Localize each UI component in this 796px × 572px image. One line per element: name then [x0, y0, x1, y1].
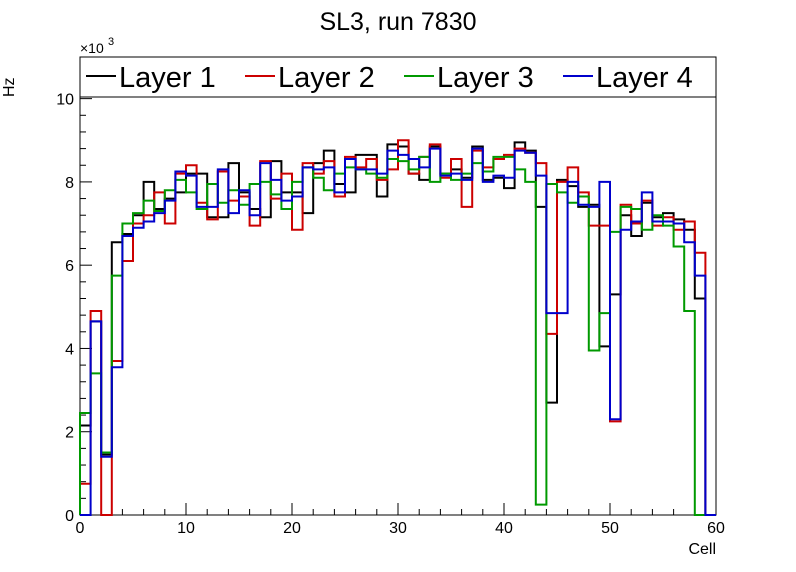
y-exponent-label: ×10 3	[80, 36, 114, 56]
y-exponent-power: 3	[108, 36, 114, 48]
y-exponent-base: ×10	[80, 40, 104, 56]
legend-item-layer-2: Layer 2	[245, 62, 375, 94]
chart-title: SL3, run 7830	[319, 8, 476, 36]
y-ticks: 0 2 4 6 8 10	[56, 64, 92, 525]
y-tick-label: 8	[65, 175, 74, 192]
legend-item-layer-3: Layer 3	[404, 62, 534, 94]
legend-label: Layer 4	[596, 62, 693, 94]
legend: Layer 1 Layer 2 Layer 3 Layer 4	[79, 56, 717, 98]
y-tick-label: 6	[65, 258, 74, 275]
x-tick-label: 0	[76, 520, 85, 537]
legend-label: Layer 2	[278, 62, 375, 94]
y-axis-label: Hz	[1, 77, 18, 97]
legend-item-layer-4: Layer 4	[563, 62, 693, 94]
x-tick-label: 10	[177, 520, 195, 537]
series-line-layer-4	[80, 147, 716, 516]
legend-box	[79, 56, 717, 98]
x-ticks: 0 10 20 30 40 50 60	[76, 503, 725, 537]
y-tick-label: 4	[65, 341, 74, 358]
x-tick-label: 30	[389, 520, 407, 537]
series-group	[79, 139, 716, 516]
y-tick-label: 10	[56, 92, 74, 109]
x-tick-label: 60	[707, 520, 725, 537]
x-tick-label: 40	[495, 520, 513, 537]
legend-label: Layer 1	[119, 62, 216, 94]
y-tick-label: 2	[65, 425, 74, 442]
x-axis-label: Cell	[688, 541, 716, 558]
x-tick-label: 20	[283, 520, 301, 537]
legend-item-layer-1: Layer 1	[86, 62, 216, 94]
legend-label: Layer 3	[437, 62, 534, 94]
x-tick-label: 50	[601, 520, 619, 537]
y-tick-label: 0	[65, 508, 74, 525]
